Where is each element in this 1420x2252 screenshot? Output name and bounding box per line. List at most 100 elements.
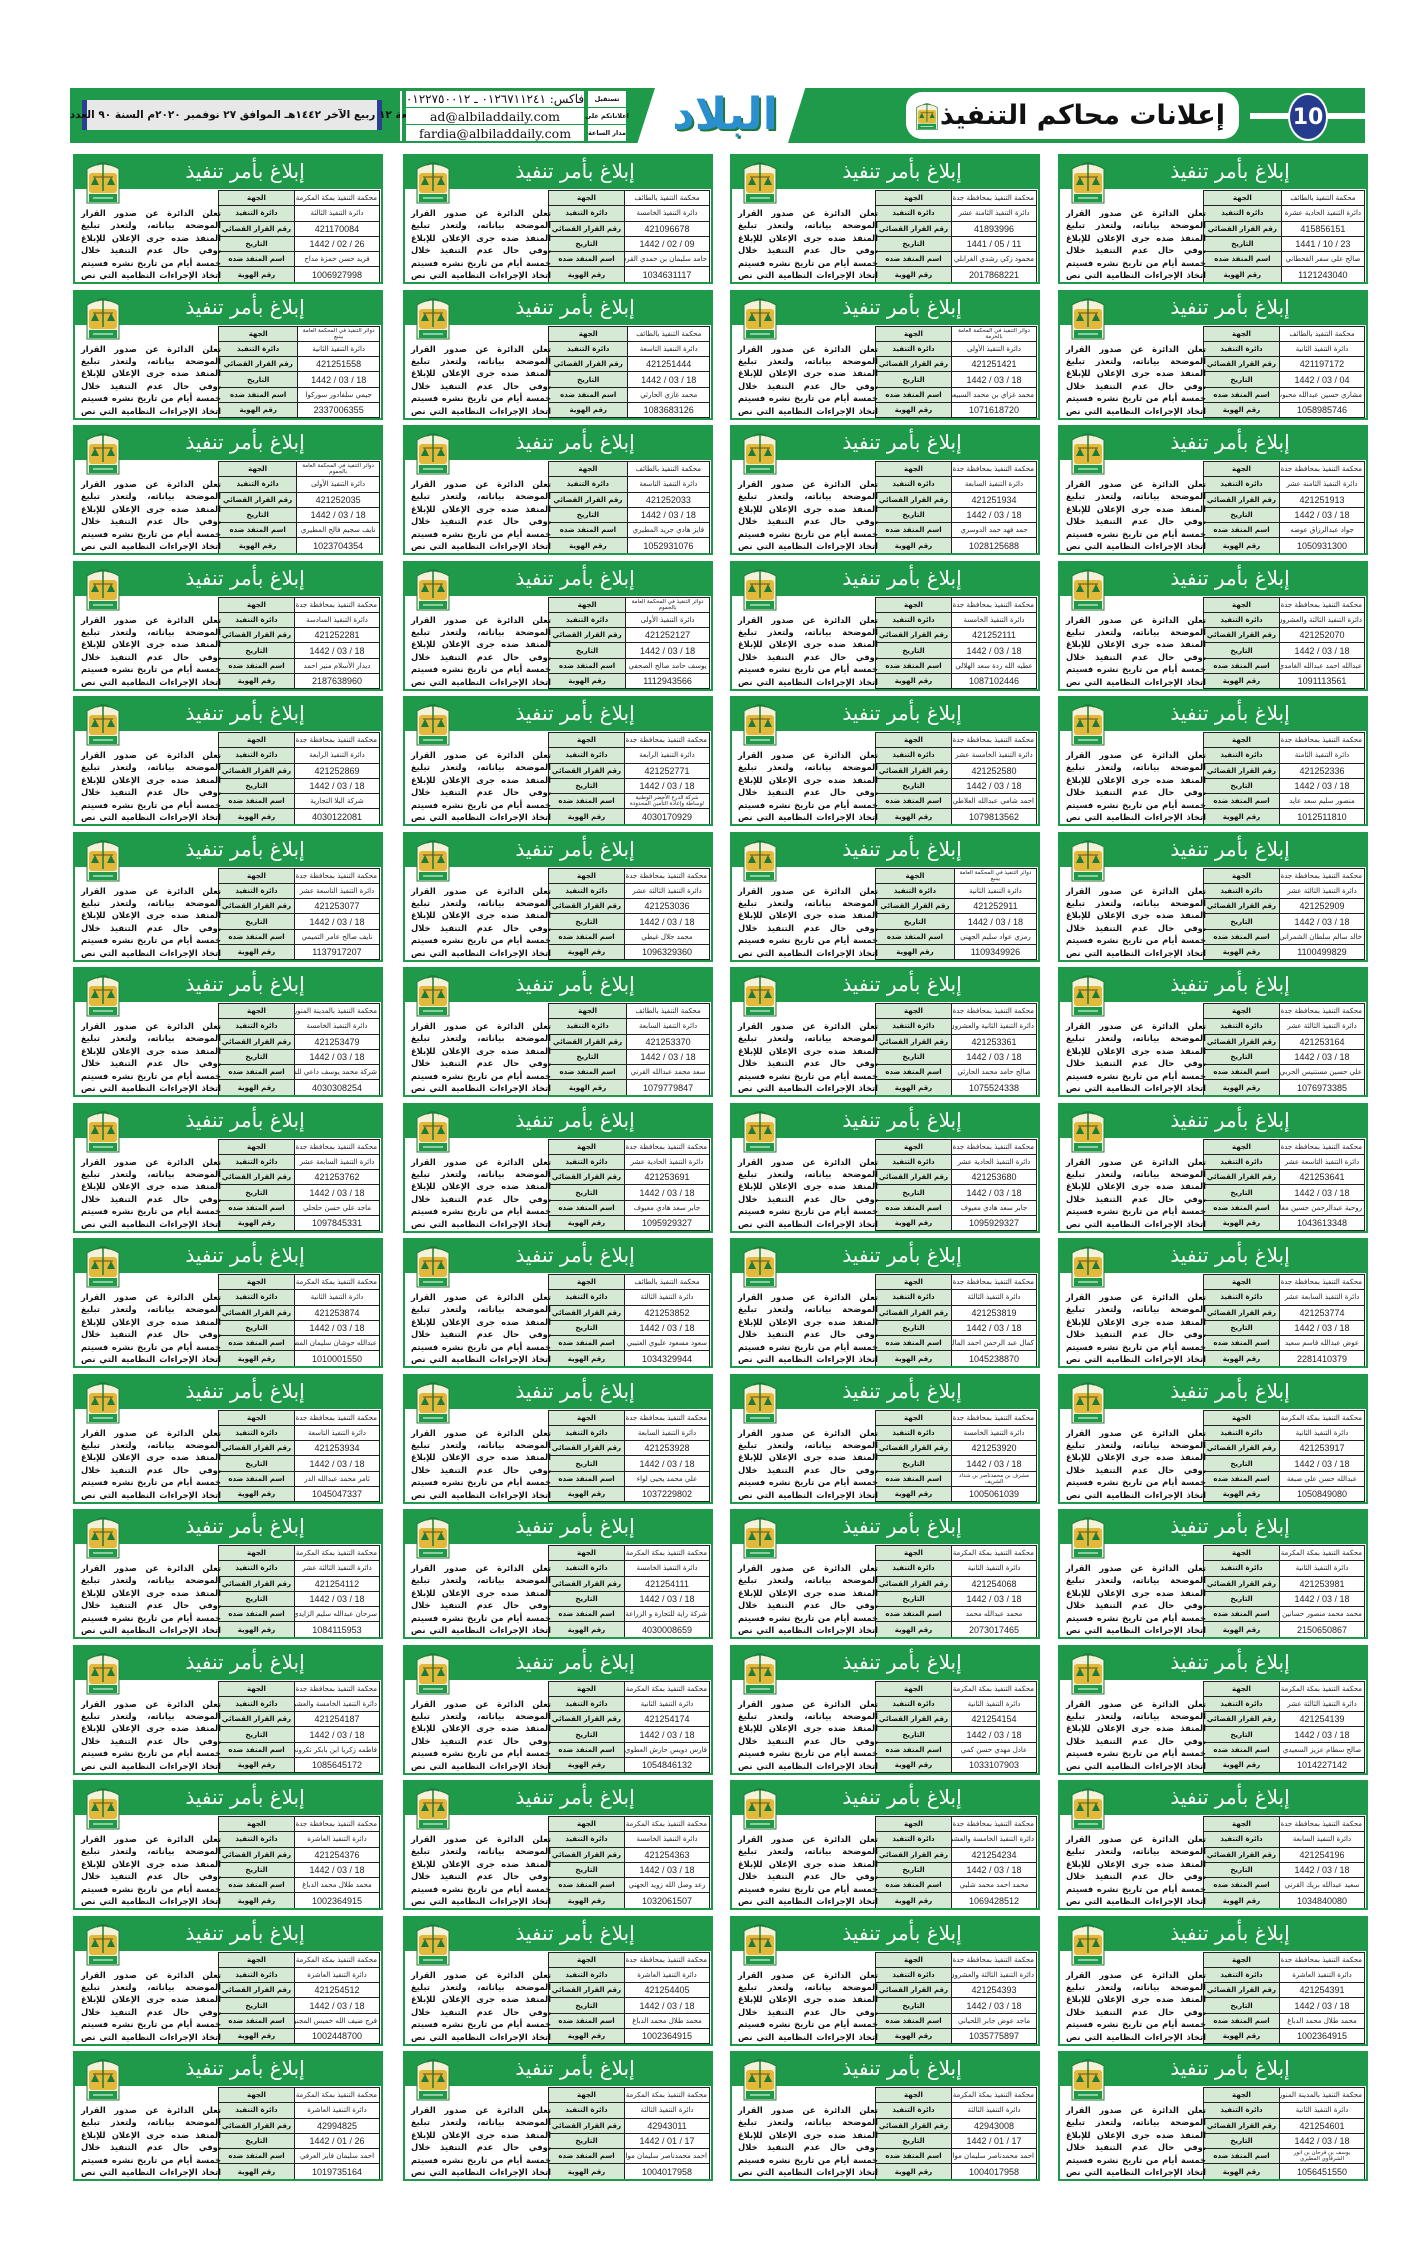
notice-row-department: دائرة التنفيذ الثانية دائرة التنفيذ: [218, 1289, 380, 1306]
ministry-emblem-icon: [1068, 159, 1108, 205]
ministry-emblem-icon: [83, 1921, 123, 1967]
notice-title: إبلاغ بأمر تنفيذ: [1170, 701, 1290, 725]
contact-email-ads[interactable]: ad@albiladdaily.com: [406, 108, 584, 124]
notice-value-department: دائرة التنفيذ العاشرة: [1279, 1966, 1365, 1984]
notice-label: رقم الهوية: [548, 1485, 625, 1502]
notice-label: رقم القرار القضائي: [218, 2117, 295, 2134]
notice-details-table: محكمة التنفيذ بمكة المكرمة الجهة دائرة الت…: [218, 1273, 380, 1366]
notice-value-decision-no: 421252869: [294, 762, 380, 779]
ministry-emblem-icon: [740, 159, 780, 205]
notice-value-name: منصور سليم سعد عايد: [1279, 793, 1365, 810]
notice-body-text: تعلن الدائرة عن صدور القرار الموضحة بيان…: [1066, 1156, 1206, 1229]
notice-body-text: تعلن الدائرة عن صدور القرار الموضحة بيان…: [738, 1834, 878, 1907]
notice-label: رقم القرار القضائي: [1203, 1440, 1280, 1457]
notice-label: رقم الهوية: [875, 1214, 952, 1231]
notice-value-date: 26 / 01 / 1442: [294, 2132, 380, 2150]
notice-label: رقم الهوية: [1203, 1485, 1280, 1502]
notice-value-id-no: 4030170929: [624, 808, 710, 824]
notice-row-date: 18 / 03 / 1442 التاريخ: [548, 1726, 710, 1743]
ministry-emblem-icon: [740, 701, 780, 747]
notice-title: إبلاغ بأمر تنفيذ: [515, 1649, 635, 1674]
notice-title: إبلاغ بأمر تنفيذ: [842, 1243, 962, 1267]
notice-label: الجهة: [218, 1138, 295, 1155]
notice-title: إبلاغ بأمر تنفيذ: [1170, 2056, 1290, 2080]
notice-value-decision-no: 421197172: [1279, 356, 1365, 373]
notice-label: رقم القرار القضائي: [547, 356, 629, 373]
notice-value-id-no: 1091113561: [1279, 672, 1365, 689]
ministry-emblem-icon: [1068, 1921, 1108, 1967]
ministry-emblem-icon: [740, 1108, 780, 1154]
ministry-emblem-icon: [740, 1243, 780, 1289]
notice-label: التاريخ: [875, 642, 952, 659]
notice-title: إبلاغ بأمر تنفيذ: [185, 294, 305, 319]
notice-value-decision-no: 421253361: [951, 1033, 1037, 1050]
notice-label: التاريخ: [548, 1997, 625, 2014]
notice-value-date: 18 / 03 / 1442: [294, 1455, 380, 1472]
notice-row-decision-no: 421253479 رقم القرار القضائي: [218, 1033, 380, 1050]
notice-card: إبلاغ بأمر تنفيذ دوائر التنفيذ في المحكم…: [73, 425, 383, 555]
notice-label: دائرة التنفيذ: [1203, 1560, 1280, 1577]
notice-value-court: محكمة التنفيذ بمحافظة جدة: [624, 1138, 710, 1155]
notice-label: دائرة التنفيذ: [875, 1018, 952, 1035]
notice-value-court: محكمة التنفيذ بمحافظة جدة: [951, 596, 1037, 613]
notice-label: التاريخ: [1203, 2132, 1280, 2150]
notice-row-id-no: 1075524338 رقم الهوية: [875, 1079, 1037, 1095]
notice-label: اسم المنفذ ضده: [548, 522, 628, 539]
ministry-emblem-icon: [83, 159, 123, 205]
notice-row-name: عبدالله احمد عبدالله الغامدي اسم المنفذ ض…: [1203, 657, 1365, 674]
notice-row-department: دائرة التنفيذ الثالثة دائرة التنفيذ: [548, 2102, 710, 2119]
notice-body-text: تعلن الدائرة عن صدور القرار الموضحة بيان…: [81, 885, 221, 958]
notice-body-text: تعلن الدائرة عن صدور القرار الموضحة بيان…: [411, 2105, 551, 2178]
notice-label: اسم المنفذ ضده: [875, 386, 952, 403]
notice-label: رقم الهوية: [1203, 1079, 1280, 1095]
notice-value-date: 17 / 01 / 1442: [951, 2132, 1037, 2150]
notice-value-department: دائرة التنفيذ الثامنة عشر: [1279, 476, 1365, 493]
notice-row-department: دائرة التنفيذ الأولى دائرة التنفيذ: [875, 340, 1037, 358]
notice-value-id-no: 1121243040: [1280, 266, 1366, 282]
notice-label: اسم المنفذ ضده: [1203, 1470, 1280, 1487]
notice-value-date: 18 / 03 / 1442: [297, 371, 380, 388]
notice-header-band: [75, 1917, 381, 1951]
notice-label: الجهة: [218, 1544, 295, 1562]
ministry-emblem-icon: [740, 1921, 780, 1967]
notice-value-id-no: 1095929327: [624, 1214, 710, 1231]
notice-row-name: شركة راية للتجارة و الزراعة اسم المنفذ ضد…: [548, 1606, 710, 1623]
notice-row-decision-no: 421254393 رقم القرار القضائي: [875, 1982, 1037, 1999]
notice-label: رقم القرار القضائي: [875, 1846, 952, 1863]
notice-row-name: ماجد علي حسن حلحلي اسم المنفذ ضده: [218, 1199, 380, 1216]
notice-row-date: 18 / 03 / 1442 التاريخ: [547, 642, 710, 659]
contact-email-fardia[interactable]: fardia@albiladdaily.com: [406, 125, 584, 141]
notice-body-text: تعلن الدائرة عن صدور القرار الموضحة بيان…: [81, 2105, 221, 2178]
notice-label: اسم المنفذ ضده: [548, 251, 625, 268]
notice-value-name: مشاري حسين عبدالله محبوب: [1279, 386, 1365, 403]
notice-card: إبلاغ بأمر تنفيذ محكمة التنفيذ بالطائف ال…: [403, 289, 713, 420]
notice-value-court: محكمة التنفيذ بمحافظة جدة: [1279, 731, 1365, 749]
notice-title: إبلاغ بأمر تنفيذ: [185, 1514, 305, 1538]
notice-label: الجهة: [875, 1138, 952, 1155]
notice-title: إبلاغ بأمر تنفيذ: [1170, 836, 1290, 861]
notice-value-id-no: 1056451550: [1279, 2163, 1365, 2179]
notice-label: التاريخ: [875, 235, 952, 253]
notice-label: الجهة: [1203, 1815, 1280, 1833]
notice-row-date: 17 / 01 / 1442 التاريخ: [875, 2132, 1037, 2150]
notice-value-name: عبدالله حوشان سليمان المطرفي: [294, 1335, 380, 1352]
notice-label: الجهة: [875, 2086, 952, 2104]
notice-value-name: احمد سليمان فايز العرفي: [294, 2148, 380, 2165]
notice-header-band: [732, 562, 1038, 596]
notice-row-date: 18 / 03 / 1442 التاريخ: [875, 1726, 1037, 1743]
notice-row-date: 18 / 03 / 1442 التاريخ: [875, 1048, 1037, 1066]
notice-row-court: دوائر التنفيذ في المحكمة العامة بينبع الج…: [875, 867, 1038, 884]
notice-value-name: جواد عبدالرزاق عوضه: [1279, 522, 1365, 539]
notice-row-court: محكمة التنفيذ بمحافظة جدة الجهة: [218, 867, 380, 884]
notice-label: الجهة: [218, 596, 295, 613]
notice-row-department: دائرة التنفيذ الثانية دائرة التنفيذ: [1203, 340, 1365, 358]
notice-row-department: دائرة التنفيذ العاشرة دائرة التنفيذ: [218, 1831, 380, 1848]
notice-header-band: [75, 1375, 381, 1409]
notice-value-id-no: 1050931300: [1279, 537, 1365, 553]
notice-value-decision-no: 421254196: [1279, 1846, 1365, 1863]
notice-label: التاريخ: [1203, 1997, 1280, 2014]
notice-value-department: دائرة التنفيذ الثانية: [1279, 2102, 1365, 2119]
ministry-emblem-icon: [83, 1785, 123, 1831]
notice-row-department: دائرة التنفيذ الثالثة دائرة التنفيذ: [875, 1289, 1037, 1306]
ministry-emblem-icon: [413, 159, 453, 205]
